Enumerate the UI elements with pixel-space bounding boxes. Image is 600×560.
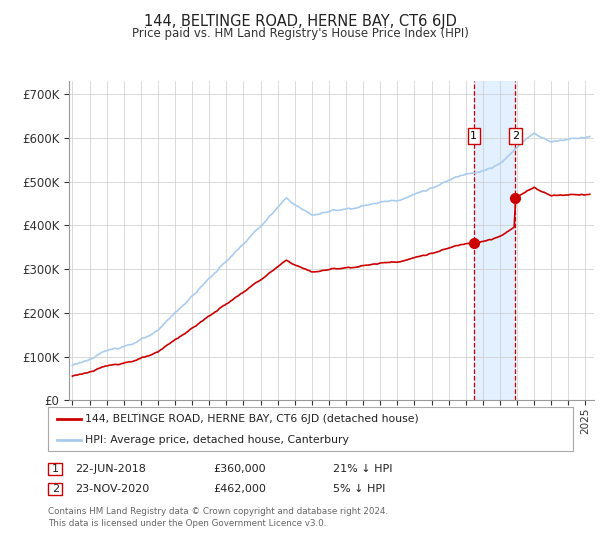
- Text: 5% ↓ HPI: 5% ↓ HPI: [333, 484, 385, 494]
- Text: Contains HM Land Registry data © Crown copyright and database right 2024.
This d: Contains HM Land Registry data © Crown c…: [48, 507, 388, 528]
- Text: HPI: Average price, detached house, Canterbury: HPI: Average price, detached house, Cant…: [85, 435, 349, 445]
- Bar: [474, 81, 515, 400]
- Text: 1: 1: [470, 131, 477, 141]
- Text: Price paid vs. HM Land Registry's House Price Index (HPI): Price paid vs. HM Land Registry's House …: [131, 27, 469, 40]
- Text: 23-NOV-2020: 23-NOV-2020: [75, 484, 149, 494]
- Text: 2: 2: [512, 131, 519, 141]
- Text: 1: 1: [52, 464, 59, 474]
- Text: 144, BELTINGE ROAD, HERNE BAY, CT6 6JD: 144, BELTINGE ROAD, HERNE BAY, CT6 6JD: [143, 14, 457, 29]
- Text: £462,000: £462,000: [213, 484, 266, 494]
- Text: £360,000: £360,000: [213, 464, 266, 474]
- Text: 2: 2: [52, 484, 59, 494]
- Text: 144, BELTINGE ROAD, HERNE BAY, CT6 6JD (detached house): 144, BELTINGE ROAD, HERNE BAY, CT6 6JD (…: [85, 414, 419, 424]
- Text: 22-JUN-2018: 22-JUN-2018: [75, 464, 146, 474]
- Text: 21% ↓ HPI: 21% ↓ HPI: [333, 464, 392, 474]
